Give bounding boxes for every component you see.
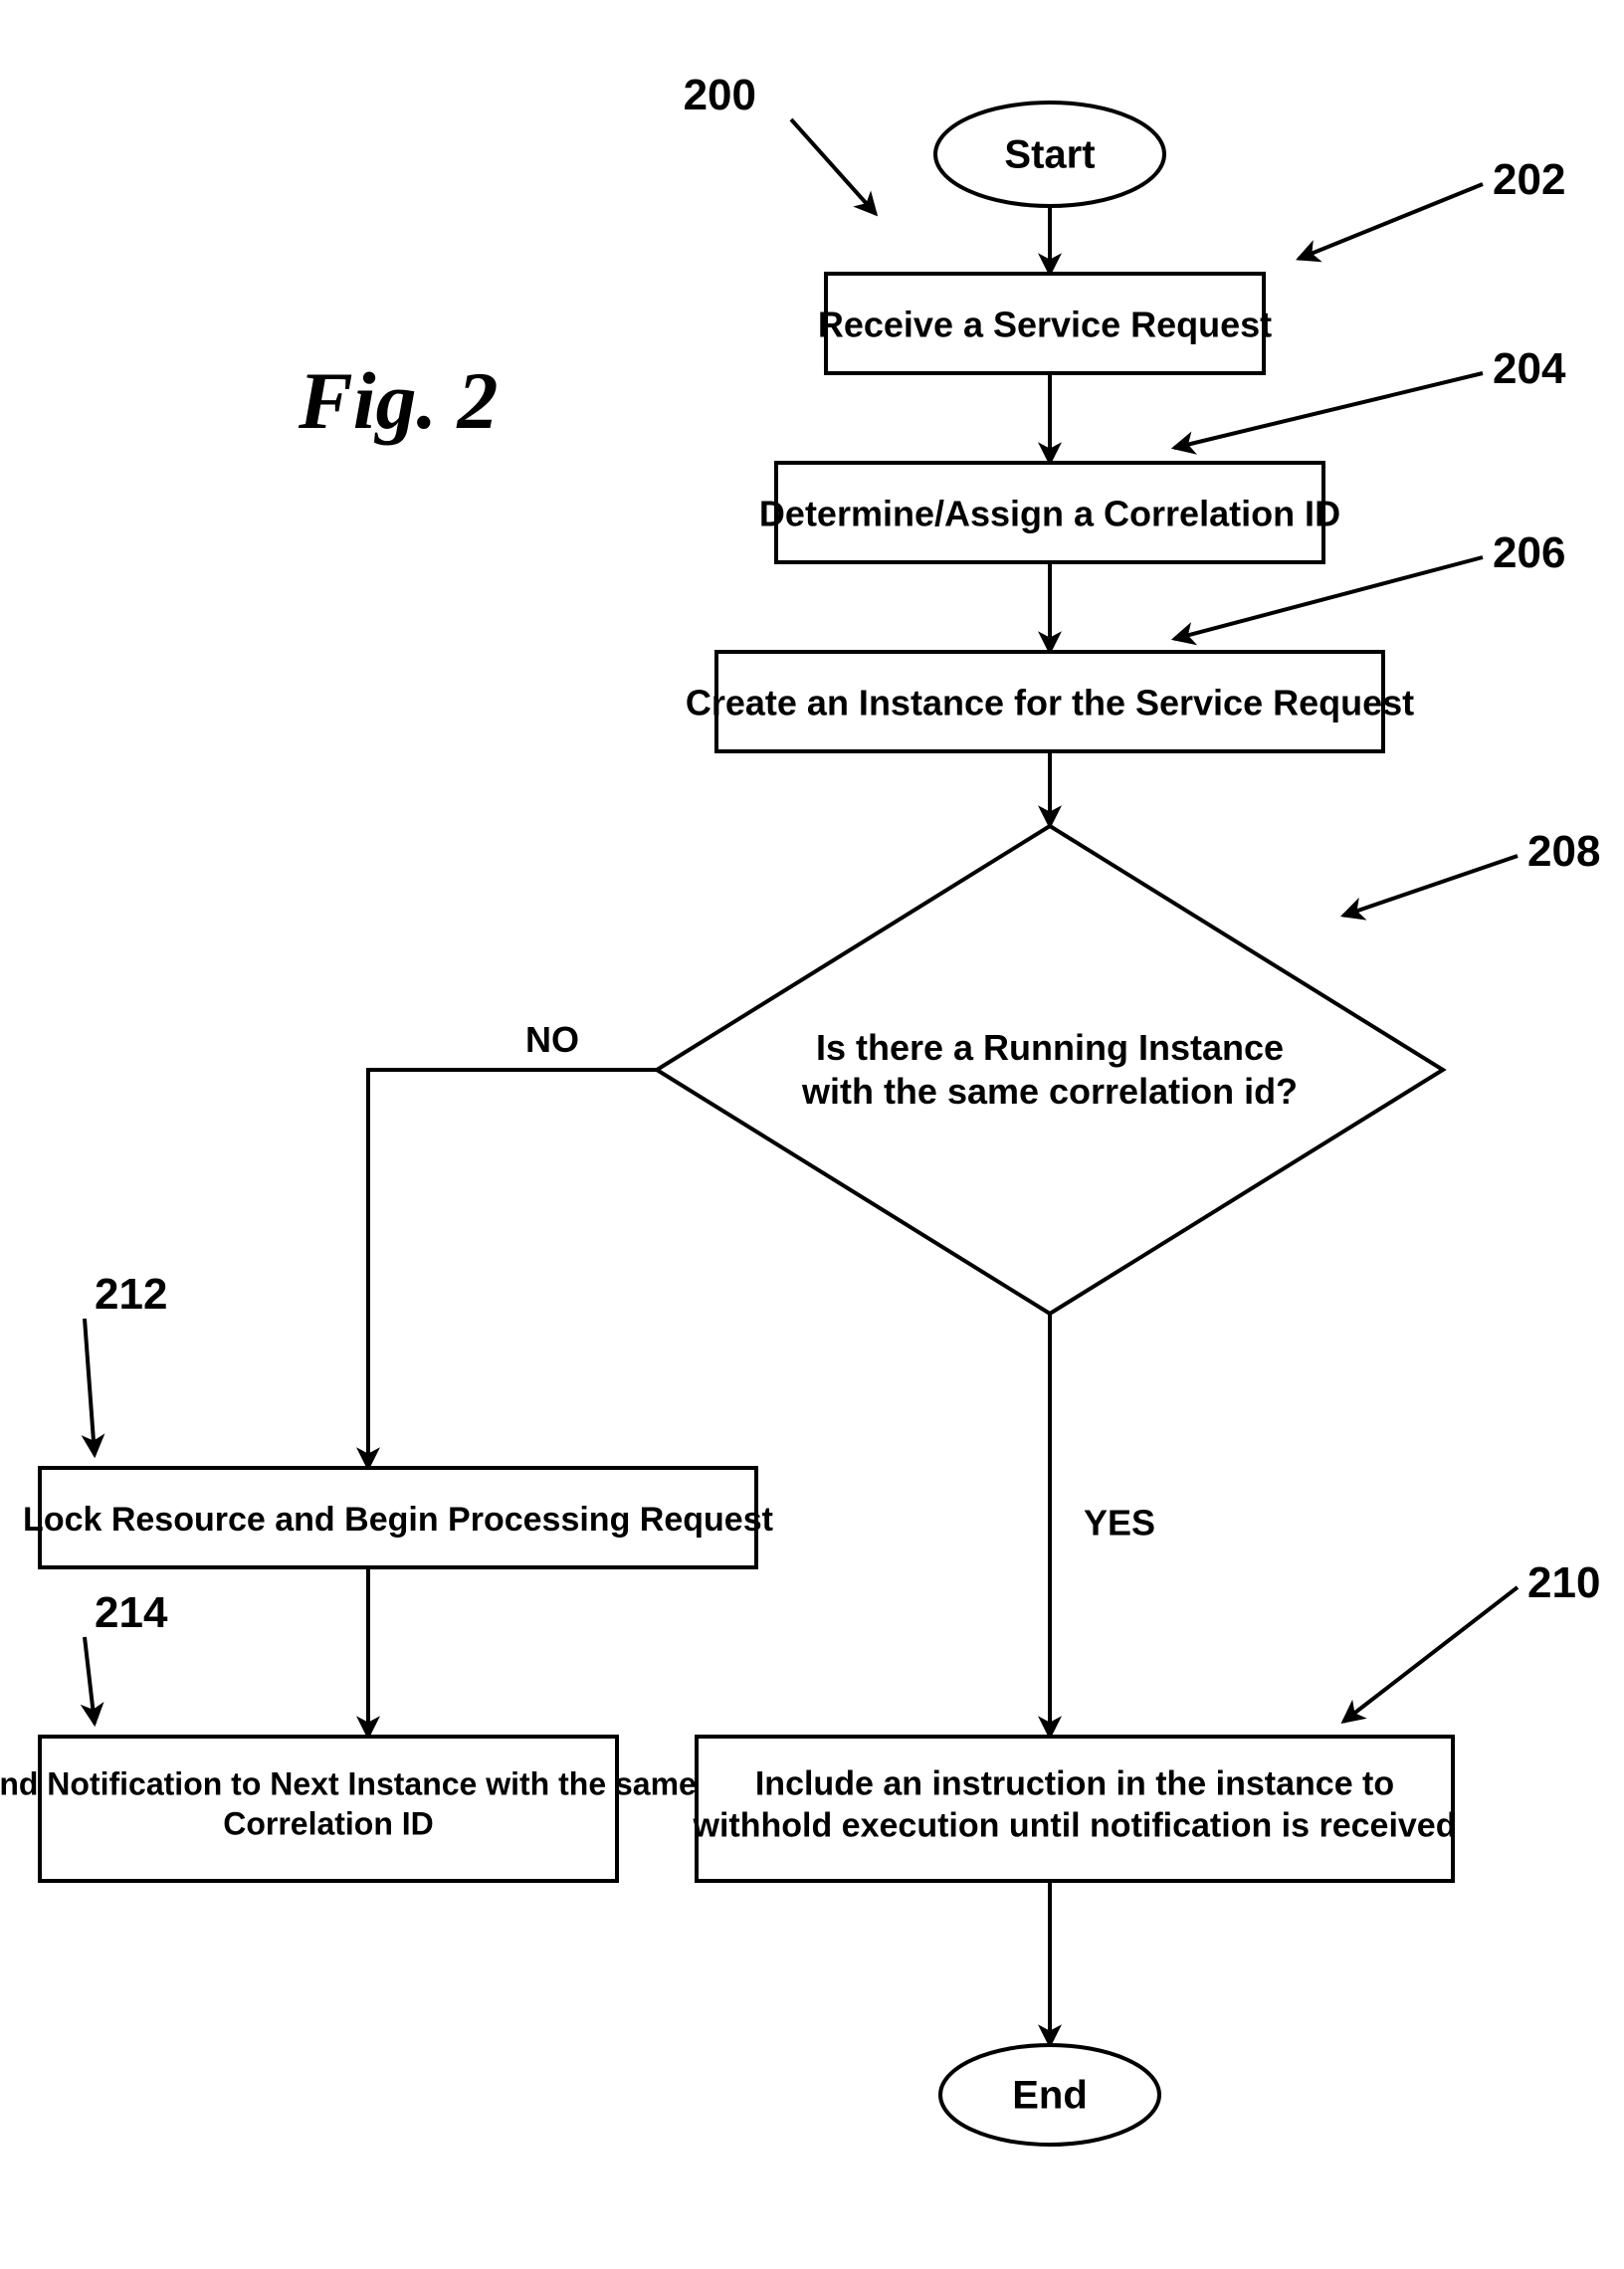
- figure-title: Fig. 2: [298, 355, 498, 446]
- node-202-text: Receive a Service Request: [818, 305, 1272, 345]
- edge-label-yes: YES: [1084, 1503, 1155, 1544]
- end-label: End: [1012, 2074, 1088, 2118]
- node-208-text-line1: Is there a Running Instance: [816, 1027, 1284, 1068]
- ref-label-210: 210: [1527, 1558, 1600, 1607]
- node-208-diamond: [657, 826, 1443, 1314]
- ref-leader-210: [1343, 1587, 1518, 1722]
- start-label: Start: [1004, 133, 1095, 177]
- ref-label-204: 204: [1493, 344, 1566, 393]
- node-210-text-line1: Include an instruction in the instance t…: [755, 1765, 1394, 1803]
- node-214-text-line2: Correlation ID: [223, 1806, 434, 1842]
- node-212-text: Lock Resource and Begin Processing Reque…: [23, 1501, 773, 1539]
- node-208-text-line2: with the same correlation id?: [801, 1071, 1298, 1112]
- ref-label-202: 202: [1493, 155, 1565, 204]
- node-210-text-line2: withhold execution until notification is…: [693, 1807, 1457, 1845]
- arrow-no-208-to-212: [368, 1070, 657, 1468]
- ref-label-208: 208: [1527, 827, 1600, 876]
- ref-label-212: 212: [95, 1270, 167, 1319]
- ref-label-206: 206: [1493, 528, 1565, 577]
- ref-leader-206: [1174, 557, 1483, 639]
- node-204-text: Determine/Assign a Correlation ID: [759, 494, 1340, 534]
- ref-leader-200: [791, 119, 876, 214]
- node-206-text: Create an Instance for the Service Reque…: [686, 683, 1414, 723]
- edge-label-no: NO: [525, 1019, 579, 1060]
- ref-leader-208: [1343, 856, 1518, 916]
- ref-leader-214: [85, 1637, 95, 1724]
- ref-label-200: 200: [684, 71, 756, 119]
- ref-leader-204: [1174, 373, 1483, 448]
- ref-leader-202: [1299, 184, 1483, 259]
- ref-leader-212: [85, 1319, 95, 1455]
- node-214-text-line1: Send Notification to Next Instance with …: [0, 1766, 697, 1802]
- ref-label-214: 214: [95, 1588, 168, 1637]
